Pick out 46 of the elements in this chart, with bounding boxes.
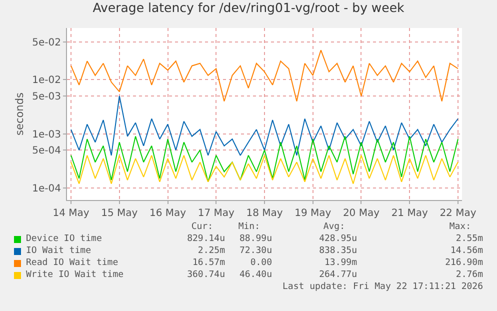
legend-label: IO Wait time [26, 246, 92, 256]
text: Cur: [190, 222, 213, 232]
x-tick-label: 18 May [246, 208, 283, 219]
text: 46.40u [239, 270, 272, 280]
legend-label: Write IO Wait time [26, 270, 124, 280]
y-tick-label: 1e-04 [32, 183, 61, 194]
text: 2.25m [196, 246, 225, 256]
text: 838.35u [318, 246, 357, 256]
text: 264.77u [318, 270, 357, 280]
text: 2.76m [454, 270, 483, 280]
y-tick-label: 1e-03 [32, 129, 61, 140]
text: 428.95u [318, 234, 357, 244]
text: 14.56m [449, 246, 483, 256]
text: Min: [238, 222, 260, 232]
y-tick-label: 5e-03 [32, 91, 61, 102]
text: 0.00 [250, 258, 272, 268]
x-tick-label: 19 May [294, 208, 332, 219]
text: 360.74u [186, 270, 225, 280]
y-tick-label: 1e-02 [32, 75, 61, 86]
text: Avg: [322, 222, 345, 232]
text: 88.99u [239, 234, 272, 244]
y-axis-title: seconds [14, 92, 26, 136]
line-series [70, 50, 458, 102]
x-tick-label: 16 May [149, 208, 186, 219]
x-tick-label: 22 May [440, 208, 476, 219]
legend-label: Device IO time [26, 234, 102, 244]
text: Last update: Fri May 22 17:11:21 2026 [282, 282, 483, 292]
y-tick-label: 5e-04 [32, 146, 61, 157]
x-tick-label: 14 May [52, 208, 90, 219]
line-series [70, 95, 458, 156]
x-tick-label: 15 May [101, 208, 138, 219]
text: 13.99m [323, 258, 357, 268]
legend-label: Read IO Wait time [26, 258, 118, 268]
text: 216.90m [444, 258, 483, 268]
text: 72.30u [239, 246, 272, 256]
line-series [70, 136, 458, 182]
x-tick-label: 20 May [342, 208, 380, 219]
x-tick-label: 21 May [391, 208, 428, 219]
text: 16.57m [191, 258, 225, 268]
x-tick-label: 17 May [198, 208, 234, 219]
line-series [70, 154, 458, 184]
y-tick-label: 5e-02 [32, 37, 61, 48]
text: 2.55m [454, 234, 483, 244]
chart-title: Average latency for /dev/ring01-vg/root - by week [92, 0, 406, 16]
text: Max: [448, 222, 471, 232]
text: 829.14u [186, 234, 225, 244]
